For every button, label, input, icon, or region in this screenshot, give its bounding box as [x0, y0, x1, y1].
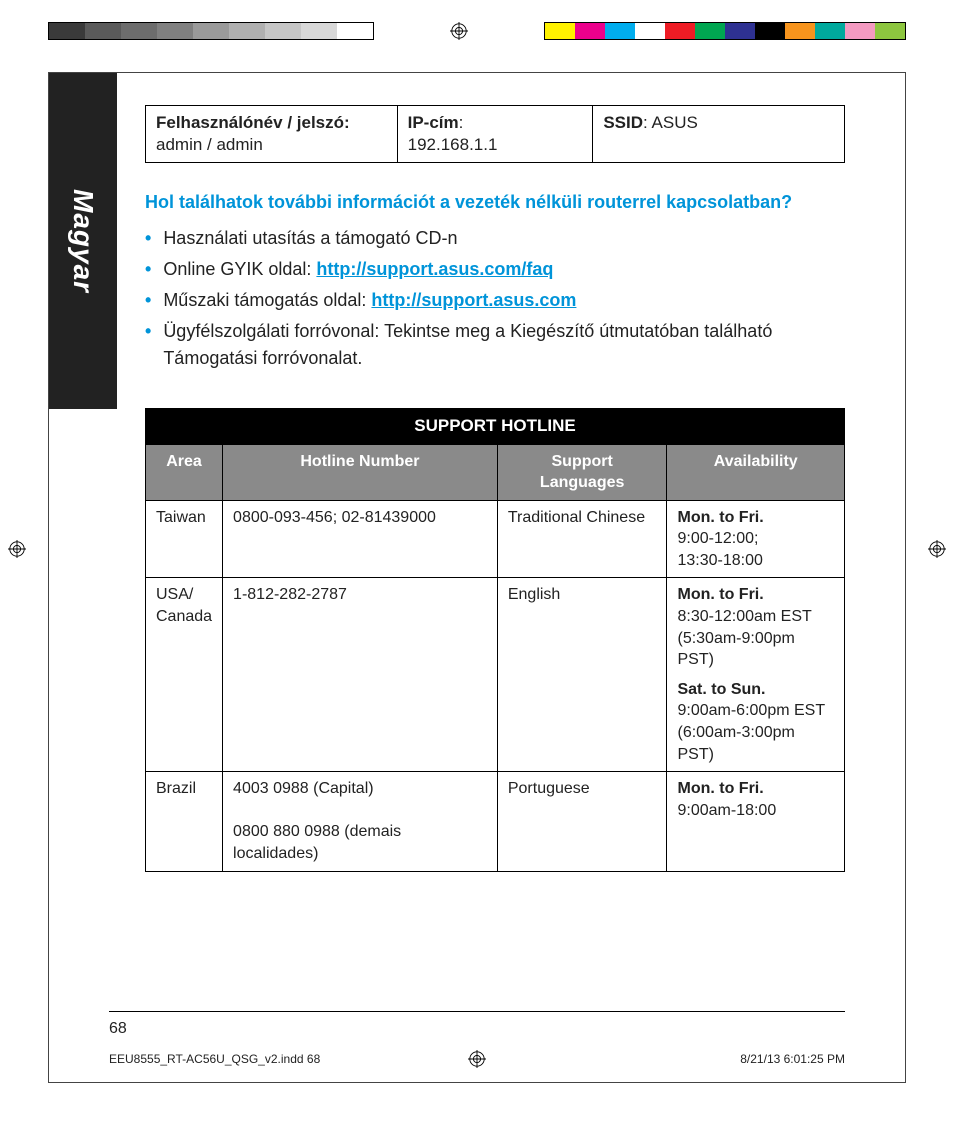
swatch — [665, 23, 695, 39]
cell-area: Taiwan — [146, 500, 223, 578]
cell-lang: Portuguese — [497, 772, 667, 871]
swatch — [337, 23, 373, 39]
swatch — [229, 23, 265, 39]
col-avail: Availability — [667, 444, 845, 500]
print-timestamp: 8/21/13 6:01:25 PM — [740, 1052, 845, 1066]
swatch — [605, 23, 635, 39]
cell-number: 0800-093-456; 02-81439000 — [223, 500, 498, 578]
support-hotline-table: SUPPORT HOTLINE Area Hotline Number Supp… — [145, 408, 845, 872]
info-bullet-list: Használati utasítás a támogató CD-n Onli… — [145, 225, 845, 372]
swatch — [301, 23, 337, 39]
print-footer: EEU8555_RT-AC56U_QSG_v2.indd 68 8/21/13 … — [109, 1052, 845, 1066]
col-number: Hotline Number — [223, 444, 498, 500]
language-tab: Magyar — [49, 73, 117, 409]
swatch — [845, 23, 875, 39]
creds-user-label: Felhasználónév / jelszó: — [156, 113, 350, 132]
creds-ip-label: IP-cím — [408, 113, 459, 132]
swatch — [725, 23, 755, 39]
swatch — [85, 23, 121, 39]
print-file-name: EEU8555_RT-AC56U_QSG_v2.indd 68 — [109, 1052, 320, 1066]
page-number: 68 — [109, 1020, 127, 1038]
footer-rule — [109, 1011, 845, 1012]
list-item: Használati utasítás a támogató CD-n — [145, 225, 845, 252]
list-item: Műszaki támogatás oldal: http://support.… — [145, 287, 845, 314]
swatch — [875, 23, 905, 39]
support-link[interactable]: http://support.asus.com — [371, 290, 576, 310]
faq-link[interactable]: http://support.asus.com/faq — [316, 259, 553, 279]
swatch — [545, 23, 575, 39]
swatch — [265, 23, 301, 39]
creds-ssid-value: ASUS — [652, 113, 698, 132]
swatch — [815, 23, 845, 39]
cell-availability: Mon. to Fri.8:30-12:00am EST(5:30am-9:00… — [667, 578, 845, 772]
registration-mark-icon — [468, 1050, 486, 1068]
creds-user-value: admin / admin — [156, 135, 263, 154]
col-area: Area — [146, 444, 223, 500]
swatch — [755, 23, 785, 39]
table-row: USA/ Canada1-812-282-2787EnglishMon. to … — [146, 578, 845, 772]
table-row: Taiwan0800-093-456; 02-81439000Tradition… — [146, 500, 845, 578]
swatch — [121, 23, 157, 39]
creds-ssid-label: SSID — [603, 113, 643, 132]
swatch — [193, 23, 229, 39]
creds-ip-value: 192.168.1.1 — [408, 135, 498, 154]
cell-lang: Traditional Chinese — [497, 500, 667, 578]
list-item: Ügyfélszolgálati forróvonal: Tekintse me… — [145, 318, 845, 372]
color-swatches — [544, 22, 906, 40]
col-lang: Support Languages — [497, 444, 667, 500]
swatch — [157, 23, 193, 39]
cell-area: Brazil — [146, 772, 223, 871]
registration-mark-icon — [8, 540, 26, 558]
credentials-table: Felhasználónév / jelszó: admin / admin I… — [145, 105, 845, 163]
swatch — [635, 23, 665, 39]
grayscale-swatches — [48, 22, 374, 40]
faq-heading: Hol találhatok további információt a vez… — [145, 191, 845, 214]
swatch — [785, 23, 815, 39]
swatch — [49, 23, 85, 39]
cell-availability: Mon. to Fri.9:00-12:00;13:30-18:00 — [667, 500, 845, 578]
registration-mark-icon — [928, 540, 946, 558]
table-row: Brazil4003 0988 (Capital) 0800 880 0988 … — [146, 772, 845, 871]
list-item: Online GYIK oldal: http://support.asus.c… — [145, 256, 845, 283]
cell-area: USA/ Canada — [146, 578, 223, 772]
cell-lang: English — [497, 578, 667, 772]
page-content: Felhasználónév / jelszó: admin / admin I… — [145, 105, 845, 872]
print-color-bar — [48, 22, 906, 40]
registration-mark-icon — [450, 22, 468, 40]
page-frame: Magyar Felhasználónév / jelszó: admin / … — [48, 72, 906, 1083]
cell-number: 1-812-282-2787 — [223, 578, 498, 772]
hotline-title: SUPPORT HOTLINE — [146, 408, 845, 444]
cell-number: 4003 0988 (Capital) 0800 880 0988 (demai… — [223, 772, 498, 871]
swatch — [695, 23, 725, 39]
swatch — [575, 23, 605, 39]
cell-availability: Mon. to Fri.9:00am-18:00 — [667, 772, 845, 871]
